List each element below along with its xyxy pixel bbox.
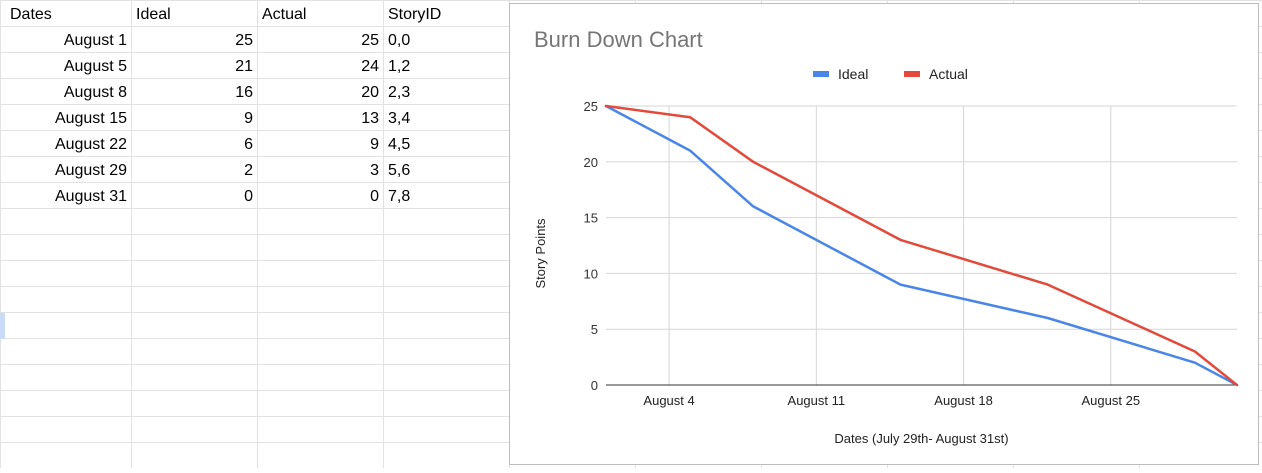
- storyid-cell[interactable]: 5,6: [388, 162, 411, 179]
- ideal-cell[interactable]: 9: [244, 110, 253, 127]
- series-line-actual: [604, 104, 1239, 387]
- y-tick-label: 25: [584, 99, 598, 114]
- storyid-cell[interactable]: 7,8: [388, 188, 411, 205]
- y-tick-label: 15: [584, 211, 598, 226]
- actual-cell[interactable]: 24: [361, 58, 379, 75]
- actual-cell[interactable]: 20: [361, 84, 379, 101]
- x-axis-title: Dates (July 29th- August 31st): [834, 431, 1008, 446]
- storyid-cell[interactable]: 3,4: [388, 110, 411, 127]
- date-cell[interactable]: August 22: [54, 136, 127, 153]
- x-tick-label: August 25: [1082, 393, 1141, 408]
- date-cell[interactable]: August 1: [63, 32, 127, 49]
- storyid-cell[interactable]: 0,0: [388, 32, 411, 49]
- chart-title: Burn Down Chart: [534, 27, 703, 52]
- date-cell[interactable]: August 31: [54, 188, 127, 205]
- header-cell-dates[interactable]: Dates: [10, 6, 52, 23]
- legend-swatch: [813, 71, 829, 77]
- legend-label: Actual: [929, 66, 968, 82]
- storyid-cell[interactable]: 4,5: [388, 136, 411, 153]
- y-tick-label: 0: [591, 378, 598, 393]
- actual-cell[interactable]: 3: [370, 162, 379, 179]
- storyid-cell[interactable]: 1,2: [388, 58, 411, 75]
- actual-cell[interactable]: 25: [361, 32, 379, 49]
- row-selection-marker: [0, 313, 5, 339]
- actual-cell[interactable]: 13: [361, 110, 379, 127]
- burn-down-chart: Burn Down Chart Ideal Actual 0 5 10 15 20 25 Augu…: [533, 27, 1239, 446]
- ideal-cell[interactable]: 25: [235, 32, 253, 49]
- legend-label: Ideal: [838, 66, 868, 82]
- ideal-cell[interactable]: 2: [244, 162, 253, 179]
- date-cell[interactable]: August 15: [54, 110, 127, 127]
- date-cell[interactable]: August 5: [63, 58, 127, 75]
- legend-swatch: [904, 71, 920, 77]
- ideal-cell[interactable]: 16: [235, 84, 253, 101]
- y-axis-title: Story Points: [533, 218, 548, 289]
- header-cell-actual[interactable]: Actual: [262, 6, 307, 23]
- y-tick-label: 5: [591, 322, 598, 337]
- series-line-ideal: [604, 104, 1239, 387]
- header-cell-ideal[interactable]: Ideal: [136, 6, 171, 23]
- ideal-cell[interactable]: 6: [244, 136, 253, 153]
- ideal-cell[interactable]: 0: [244, 188, 253, 205]
- chart-container[interactable]: Burn Down Chart Ideal Actual 0 5 10 15 20 25 Augu…: [509, 3, 1259, 465]
- x-tick-label: August 11: [788, 393, 846, 408]
- y-tick-label: 20: [584, 155, 598, 170]
- storyid-cell[interactable]: 2,3: [388, 84, 411, 101]
- actual-cell[interactable]: 9: [370, 136, 379, 153]
- date-cell[interactable]: August 29: [54, 162, 127, 179]
- actual-cell[interactable]: 0: [370, 188, 379, 205]
- ideal-cell[interactable]: 21: [235, 58, 253, 75]
- y-tick-label: 10: [584, 266, 598, 281]
- date-cell[interactable]: August 8: [63, 84, 127, 101]
- x-tick-label: August 4: [643, 393, 694, 408]
- x-tick-label: August 18: [934, 393, 993, 408]
- header-cell-storyid[interactable]: StoryID: [388, 6, 442, 23]
